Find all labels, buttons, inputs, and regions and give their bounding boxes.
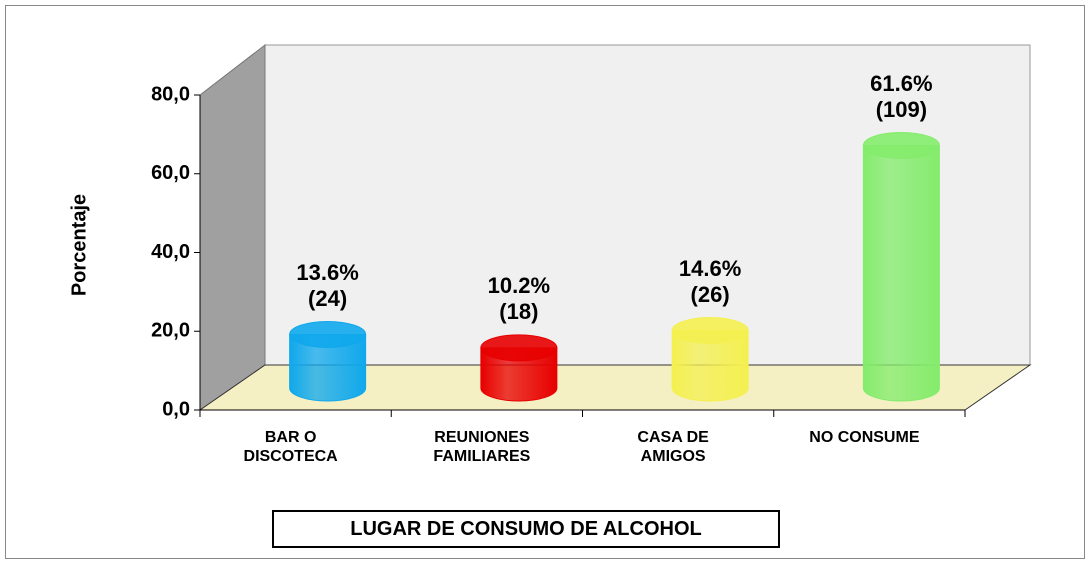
value-label: 14.6% (26) bbox=[678, 255, 742, 308]
side-wall bbox=[199, 43, 266, 411]
x-tick-label: CASA DE AMIGOS bbox=[637, 429, 709, 466]
bar bbox=[862, 144, 940, 402]
value-label: 10.2% (18) bbox=[487, 273, 551, 325]
bar-top bbox=[862, 131, 940, 159]
y-tick-label: 20,0 bbox=[151, 320, 190, 342]
value-label: 13.6% (24) bbox=[296, 259, 359, 312]
y-axis-title: Porcentaje bbox=[68, 194, 90, 296]
bar bbox=[671, 330, 749, 402]
y-tick-label: 40,0 bbox=[151, 241, 190, 263]
bar-top bbox=[289, 320, 367, 348]
bar bbox=[289, 333, 367, 402]
y-tick-label: 60,0 bbox=[151, 162, 190, 184]
y-tick-label: 0,0 bbox=[162, 398, 190, 420]
bar bbox=[480, 347, 558, 402]
bar-top bbox=[480, 334, 558, 362]
y-tick-label: 80,0 bbox=[151, 83, 190, 105]
x-axis-title: LUGAR DE CONSUMO DE ALCOHOL bbox=[272, 510, 780, 548]
x-tick-label: BAR O DISCOTECA bbox=[243, 429, 338, 466]
x-tick-label: REUNIONES FAMILIARES bbox=[433, 429, 531, 466]
x-tick-label: NO CONSUME bbox=[809, 429, 920, 446]
value-label: 61.6% (109) bbox=[870, 70, 933, 123]
bar-top bbox=[671, 317, 749, 345]
